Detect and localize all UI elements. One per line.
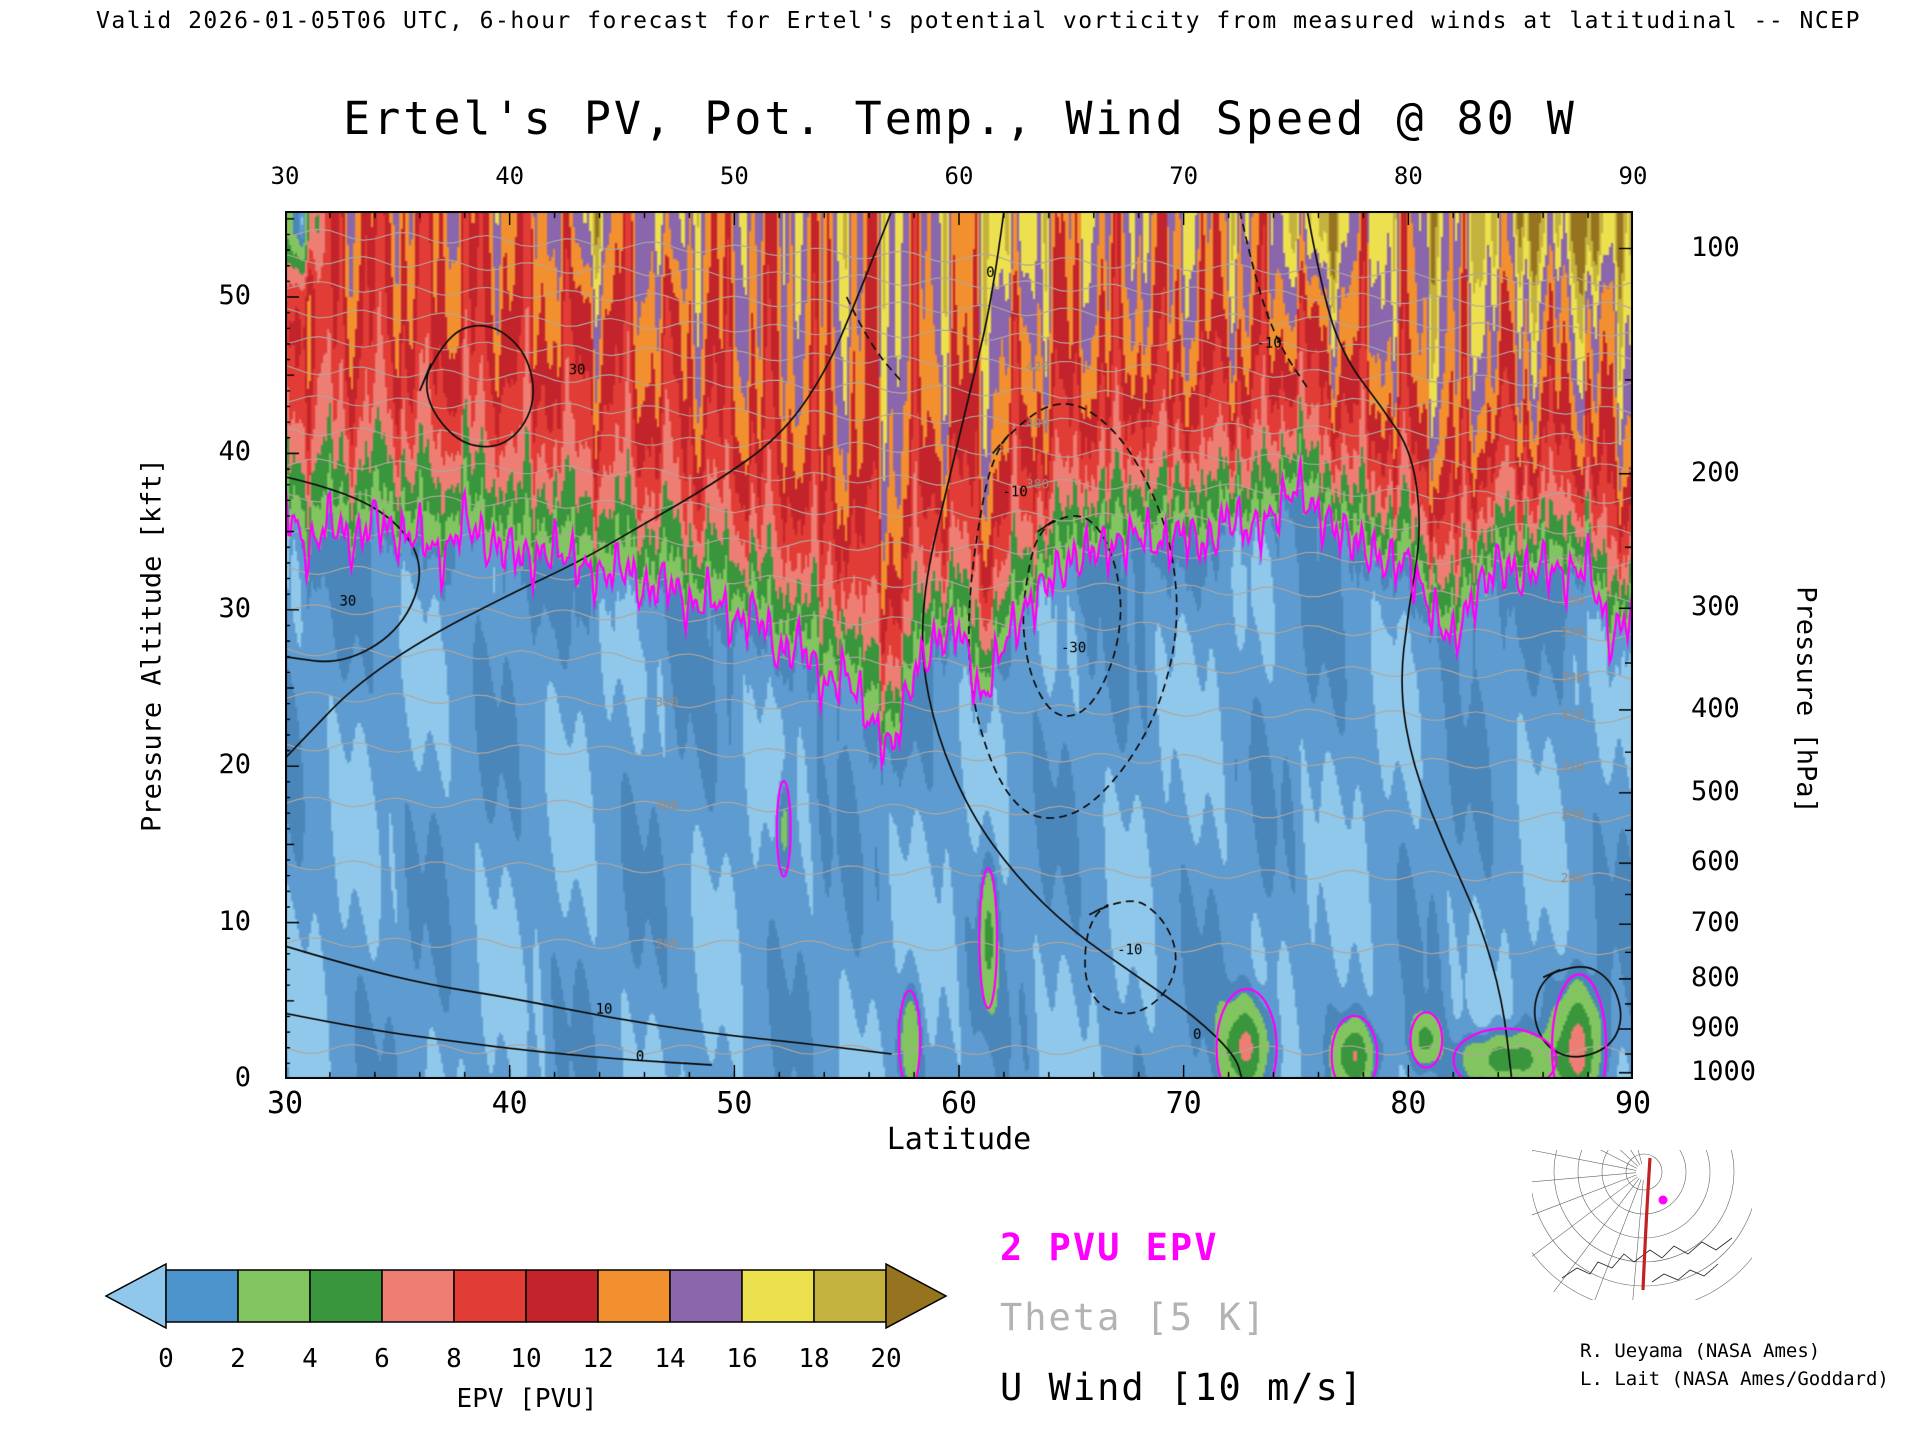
colorbar-svg: [104, 1262, 948, 1330]
colorbar-tick-label: 14: [654, 1344, 686, 1374]
colorbar-tick-label: 10: [510, 1344, 542, 1374]
x-axis-bottom-tick-label: 80: [1390, 1086, 1427, 1121]
colorbar-segment: [165, 1269, 239, 1323]
x-axis-top-tick-label: 80: [1393, 162, 1423, 190]
location-inset-map: [1532, 1150, 1752, 1300]
y-axis-right-tick-label: 800: [1691, 961, 1740, 993]
y-axis-left-tick-label: 10: [218, 905, 251, 937]
x-axis-bottom-tick-label: 70: [1165, 1086, 1202, 1121]
plot-title: Ertel's PV, Pot. Temp., Wind Speed @ 80 …: [343, 92, 1577, 145]
y-axis-left-tick-label: 20: [218, 749, 251, 781]
y-axis-right-title: Pressure [hPa]: [1790, 586, 1822, 814]
colorbar-tick-label: 18: [798, 1344, 830, 1374]
y-axis-right-tick-label: 1000: [1691, 1055, 1757, 1087]
y-axis-right-tick-label: 300: [1691, 591, 1740, 623]
y-axis-right-tick-label: 600: [1691, 846, 1740, 878]
x-axis-bottom-tick-label: 60: [940, 1086, 978, 1121]
y-axis-right-tick-label: 400: [1691, 692, 1740, 724]
y-axis-right-tick-label: 500: [1691, 775, 1740, 807]
colorbar-segment: [741, 1269, 815, 1323]
y-axis-right-tick-label: 700: [1691, 907, 1740, 939]
x-axis-top-tick-label: 70: [1169, 162, 1199, 190]
colorbar-segment: [309, 1269, 383, 1323]
legend-item-uwind: U Wind [10 m/s]: [1000, 1366, 1365, 1409]
colorbar: [104, 1256, 950, 1342]
legend-item-theta: Theta [5 K]: [1000, 1296, 1268, 1339]
y-axis-right-tick-label: 200: [1691, 456, 1740, 488]
colorbar-segment: [597, 1269, 671, 1323]
colorbar-under-arrow: [104, 1262, 167, 1330]
y-axis-left-tick-label: 30: [218, 592, 251, 624]
legend-item-2pvu: 2 PVU EPV: [1000, 1226, 1219, 1269]
colorbar-segment: [237, 1269, 311, 1323]
credit-line-2: L. Lait (NASA Ames/Goddard): [1580, 1368, 1889, 1390]
x-axis-top-tick-label: 50: [719, 162, 749, 190]
x-axis-bottom-tick-label: 30: [266, 1086, 304, 1121]
colorbar-tick-label: 2: [230, 1344, 246, 1374]
y-axis-left-title: Pressure Altitude [kft]: [136, 458, 168, 832]
colorbar-tick-label: 16: [726, 1344, 758, 1374]
colorbar-segment: [813, 1269, 887, 1323]
colorbar-tick-label: 8: [446, 1344, 462, 1374]
colorbar-over-arrow: [885, 1262, 948, 1330]
x-axis-top-tick-label: 30: [270, 162, 300, 190]
colorbar-caption: EPV [PVU]: [456, 1384, 598, 1414]
x-axis-top-tick-label: 60: [944, 162, 974, 190]
pv-cross-section-canvas: [285, 211, 1633, 1079]
x-axis-bottom-tick-label: 50: [716, 1086, 753, 1121]
colorbar-tick-label: 4: [302, 1344, 318, 1374]
colorbar-tick-label: 20: [870, 1344, 902, 1374]
colorbar-segment: [525, 1269, 599, 1323]
x-axis-bottom-tick-label: 40: [491, 1086, 528, 1121]
colorbar-segment: [453, 1269, 527, 1323]
x-axis-title: Latitude: [886, 1122, 1032, 1157]
colorbar-tick-label: 0: [158, 1344, 174, 1374]
x-axis-top-tick-label: 90: [1618, 162, 1648, 190]
x-axis-bottom-tick-label: 90: [1614, 1086, 1652, 1121]
x-axis-top-tick-label: 40: [495, 162, 525, 190]
colorbar-segment: [669, 1269, 743, 1323]
credit-line-1: R. Ueyama (NASA Ames): [1580, 1340, 1821, 1362]
colorbar-segment: [381, 1269, 455, 1323]
colorbar-tick-label: 6: [374, 1344, 390, 1374]
valid-time-line: Valid 2026-01-05T06 UTC, 6-hour forecast…: [96, 8, 1861, 34]
y-axis-left-tick-label: 0: [234, 1062, 251, 1093]
y-axis-right-tick-label: 100: [1691, 231, 1740, 263]
y-axis-right-tick-label: 900: [1691, 1011, 1740, 1043]
y-axis-left-tick-label: 40: [218, 436, 251, 468]
colorbar-tick-label: 12: [582, 1344, 614, 1374]
y-axis-left-tick-label: 50: [218, 280, 251, 312]
